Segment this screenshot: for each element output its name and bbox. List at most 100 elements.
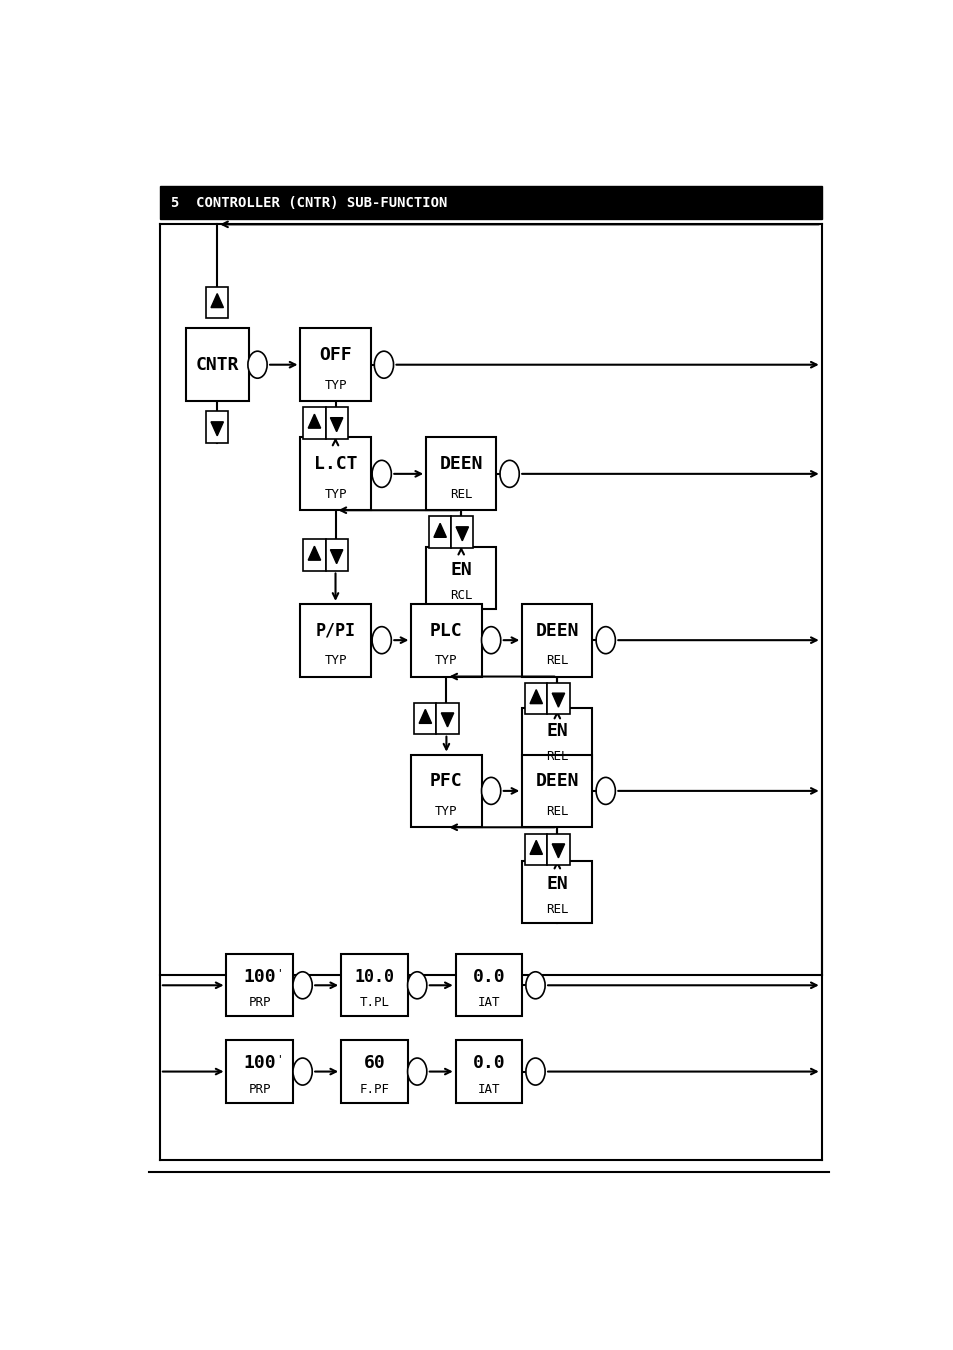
Bar [456,1041,521,1103]
Bar [325,408,347,439]
Bar [325,540,347,571]
Bar [521,603,592,676]
Text: IAT: IAT [477,996,499,1010]
Bar [186,328,249,401]
Text: TYP: TYP [435,653,457,667]
Bar [411,603,481,676]
Bar [206,412,228,443]
Circle shape [525,972,544,999]
Text: EN: EN [450,560,472,579]
Text: 100: 100 [243,1054,275,1072]
Bar [547,833,569,865]
Text: TYP: TYP [324,378,346,392]
Text: PRP: PRP [248,1083,271,1096]
Circle shape [481,626,500,653]
Text: TYP: TYP [324,653,346,667]
Polygon shape [530,690,542,703]
Text: REL: REL [450,487,472,501]
Bar [303,408,325,439]
Polygon shape [456,526,468,541]
Circle shape [407,972,426,999]
Text: TYP: TYP [435,805,457,818]
Polygon shape [308,414,320,428]
Bar [456,954,521,1017]
Bar [160,186,821,219]
Text: 100: 100 [243,968,275,987]
Text: TYP: TYP [324,487,346,501]
Text: REL: REL [545,653,568,667]
Circle shape [293,972,312,999]
Text: 0.0: 0.0 [472,1054,505,1072]
Text: DEEN: DEEN [535,772,578,791]
Bar [300,437,370,510]
Text: T.PL: T.PL [359,996,389,1010]
Polygon shape [552,844,564,857]
Text: OFF: OFF [319,346,352,365]
Bar [436,702,458,734]
Text: 0.0: 0.0 [472,968,505,987]
Text: DEEN: DEEN [439,455,482,474]
Text: 10.0: 10.0 [354,968,394,987]
Text: DEEN: DEEN [535,622,578,640]
Polygon shape [211,421,223,436]
Bar [521,860,592,923]
Text: PRP: PRP [248,996,271,1010]
Bar [547,683,569,714]
Polygon shape [330,549,342,564]
Polygon shape [211,293,223,308]
Circle shape [374,351,394,378]
Text: PFC: PFC [430,772,462,791]
Circle shape [293,1058,312,1085]
Bar [303,540,325,571]
Circle shape [372,626,391,653]
Bar [206,286,228,319]
Bar [524,833,547,865]
Bar [226,954,293,1017]
Text: REL: REL [545,805,568,818]
Text: F.PF: F.PF [359,1083,389,1096]
Text: ': ' [276,1054,283,1064]
Circle shape [596,626,615,653]
Bar [429,517,451,548]
Text: REL: REL [545,749,568,763]
Circle shape [248,351,267,378]
Bar [426,437,496,510]
Bar [341,1041,407,1103]
Text: P/PI: P/PI [315,622,355,640]
Bar [300,603,370,676]
Text: CNTR: CNTR [195,355,238,374]
Text: L.CT: L.CT [314,455,356,474]
Bar [341,954,407,1017]
Bar [300,328,370,401]
Bar [426,547,496,609]
Text: 5  CONTROLLER (CNTR) SUB-FUNCTION: 5 CONTROLLER (CNTR) SUB-FUNCTION [171,196,447,209]
Text: IAT: IAT [477,1083,499,1096]
Text: RCL: RCL [450,589,472,602]
Circle shape [596,778,615,805]
Polygon shape [434,524,446,537]
Text: EN: EN [546,722,568,740]
Polygon shape [308,547,320,560]
Bar [451,517,473,548]
Circle shape [407,1058,426,1085]
Polygon shape [330,417,342,432]
Text: PLC: PLC [430,622,462,640]
Circle shape [372,460,391,487]
Bar [414,702,436,734]
Polygon shape [552,693,564,707]
Text: EN: EN [546,875,568,892]
Circle shape [481,778,500,805]
Bar [521,707,592,769]
Bar [521,755,592,828]
Polygon shape [530,841,542,855]
Text: 60: 60 [363,1054,385,1072]
Polygon shape [418,709,431,724]
Circle shape [525,1058,544,1085]
Text: ': ' [276,968,283,977]
Bar [524,683,547,714]
Circle shape [499,460,518,487]
Bar [226,1041,293,1103]
Text: REL: REL [545,903,568,915]
Polygon shape [441,713,454,726]
Bar [411,755,481,828]
